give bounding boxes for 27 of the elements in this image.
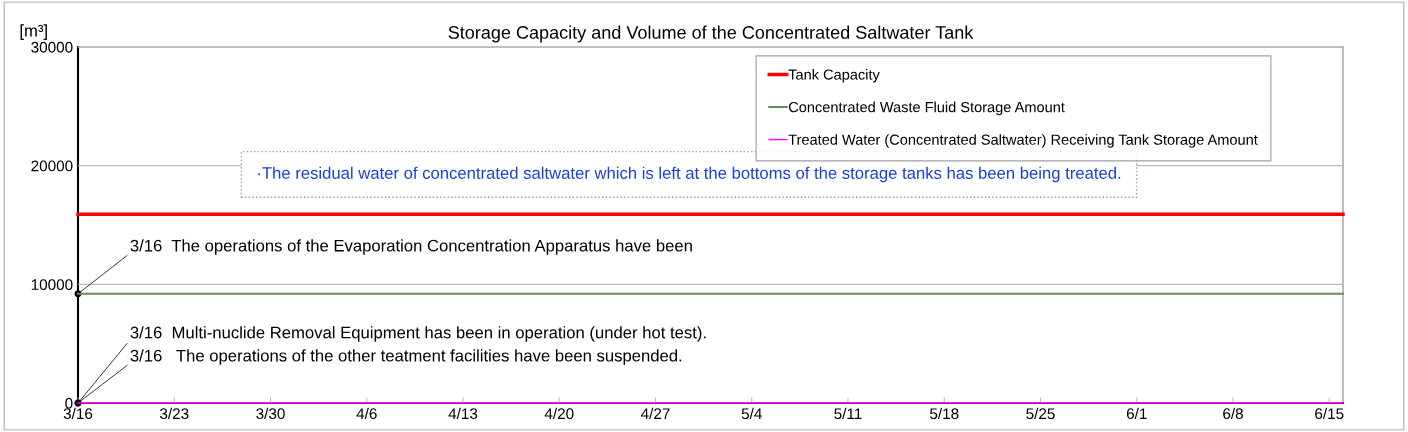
annotation: 3/16 The operations of the Evaporation Concentration Apparatus have been xyxy=(130,239,692,255)
annotation: 3/16 The operations of the other teatment facilities have been suspended. xyxy=(130,349,682,365)
x-tick-label: 3/16 xyxy=(63,407,93,420)
legend-label: Tank Capacity xyxy=(788,69,880,83)
legend-label: Concentrated Waste Fluid Storage Amount xyxy=(788,101,1065,116)
x-tick-label: 6/1 xyxy=(1126,407,1147,420)
x-tick-label: 4/6 xyxy=(356,407,377,420)
x-tick-label: 5/18 xyxy=(930,407,959,420)
y-axis-title: [m³] xyxy=(20,24,47,40)
x-tick-label: 4/27 xyxy=(640,407,670,420)
annotation: ·The residual water of concentrated saltwater which is left at the bottoms of the storage tanks has been being treated. xyxy=(258,166,1121,183)
annotation: 3/16 Multi-nuclide Removal Equipment has been in operation (under hot test). xyxy=(130,326,706,342)
x-tick-label: 4/20 xyxy=(544,407,574,420)
y-tick-label: 10000 xyxy=(31,279,73,291)
x-tick-label: 6/8 xyxy=(1223,407,1243,420)
y-tick-label: 30000 xyxy=(31,41,73,53)
x-tick-label: 3/30 xyxy=(256,407,285,420)
x-tick-label: 5/11 xyxy=(834,407,862,420)
x-tick-label: 6/15 xyxy=(1315,407,1344,420)
x-tick-label: 5/4 xyxy=(741,407,762,420)
chart-title: Storage Capacity and Volume of the Concentrated Saltwater Tank xyxy=(448,25,974,43)
x-tick-label: 5/25 xyxy=(1026,407,1055,420)
legend-label: Treated Water (Concentrated Saltwater) Receiving Tank Storage Amount xyxy=(788,134,1258,148)
x-tick-label: 4/13 xyxy=(448,407,478,420)
y-tick-label: 20000 xyxy=(31,160,73,172)
x-tick-label: 3/23 xyxy=(159,407,189,420)
y-tick-label: 0 xyxy=(65,397,73,409)
